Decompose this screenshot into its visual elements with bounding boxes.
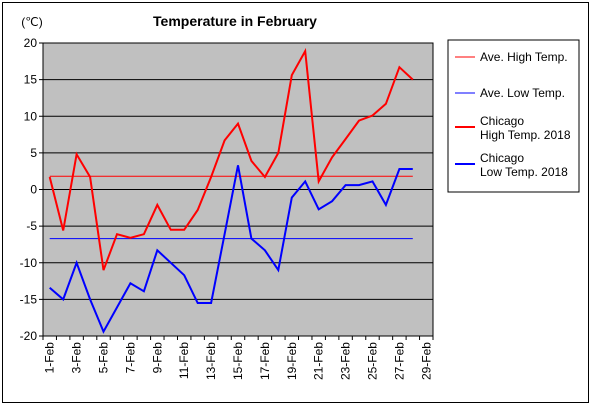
y-tick-label: 10 [24, 109, 38, 123]
series-lines [48, 47, 414, 334]
legend-box [447, 39, 580, 193]
x-tick-label: 9-Feb [150, 342, 164, 374]
y-tick-label: -10 [20, 256, 38, 270]
x-tick-label: 17-Feb [258, 342, 272, 380]
x-tick-label: 29-Feb [419, 342, 433, 380]
x-tick-label: 11-Feb [177, 342, 191, 379]
y-tick-label: -15 [20, 292, 38, 306]
y-axis-unit-label: (℃) [21, 15, 42, 29]
series-line-4 [49, 165, 413, 334]
x-axis-ticks: 1-Feb 3-Feb 5-Feb 7-Feb 9-Feb 11-Feb 13-Feb 15-… [42, 336, 434, 380]
legend-label-4: Chicago [480, 151, 524, 165]
y-axis-ticks: 20 15 10 5 0 -5 -10 -15 -20 [20, 36, 43, 343]
y-tick-label: 20 [24, 36, 38, 50]
y-tick-label: -5 [26, 219, 37, 233]
legend: Ave. High Temp.Ave. Low Temp.ChicagoHigh… [447, 39, 580, 193]
y-tick-label: 15 [24, 73, 38, 87]
x-tick-label: 5-Feb [97, 342, 111, 374]
x-tick-label: 23-Feb [339, 342, 353, 380]
gridlines [43, 79, 433, 300]
series-line-3 [48, 47, 414, 271]
chart-title: Temperature in February [153, 13, 317, 29]
y-tick-label: 5 [30, 146, 37, 160]
x-tick-label: 27-Feb [392, 342, 406, 380]
legend-label-4: Low Temp. 2018 [480, 165, 568, 179]
x-tick-label: 21-Feb [312, 342, 326, 380]
x-tick-label: 19-Feb [285, 342, 299, 380]
y-tick-label: -20 [20, 329, 38, 343]
x-tick-label: 1-Feb [43, 342, 57, 374]
x-tick-label: 13-Feb [204, 342, 218, 380]
x-tick-label: 15-Feb [231, 342, 245, 380]
x-tick-label: 25-Feb [365, 342, 379, 380]
legend-label-3: High Temp. 2018 [480, 128, 571, 142]
x-tick-label: 7-Feb [123, 342, 137, 374]
legend-label-1: Ave. High Temp. [480, 50, 568, 64]
legend-label-2: Ave. Low Temp. [480, 86, 565, 100]
legend-label-3: Chicago [480, 114, 524, 128]
y-tick-label: 0 [30, 183, 37, 197]
x-tick-label: 3-Feb [70, 342, 84, 374]
